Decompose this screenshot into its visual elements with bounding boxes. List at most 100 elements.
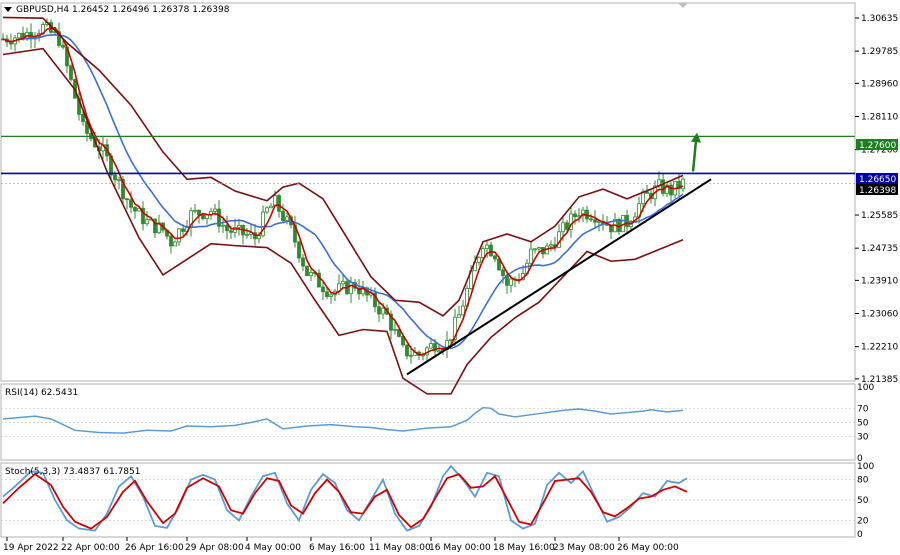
price-tick-label: 1.30635 [861, 14, 898, 24]
candle-body [457, 314, 461, 318]
price-tick-label: 1.21385 [861, 375, 898, 385]
candle-body [409, 354, 413, 357]
candle-body [265, 207, 269, 213]
candle-body [213, 208, 217, 212]
candle-body [321, 286, 325, 293]
candle-body [405, 344, 409, 357]
candle-body [221, 224, 225, 227]
stoch-d-line [2, 473, 688, 530]
time-tick-label: 11 May 08:00 [369, 543, 431, 553]
candle-body [373, 292, 377, 308]
candle-body [501, 269, 505, 277]
price-tick-label: 1.28960 [861, 79, 898, 89]
time-tick-label: 23 May 08:00 [553, 543, 615, 553]
ohlc-label: 1.26452 1.26496 1.26378 1.26398 [72, 5, 230, 15]
bollinger-band-line [2, 47, 684, 395]
candle-body [661, 179, 665, 194]
candle-body [325, 291, 329, 297]
candle-body [141, 207, 145, 225]
rsi-layer: 100 70 50 30 0 [1, 383, 874, 464]
candle-body [181, 228, 185, 232]
price-tick-label: 1.27260 [861, 146, 898, 156]
candle-body [133, 206, 137, 212]
candle-body [217, 208, 221, 227]
candle-body [129, 199, 133, 208]
candle-body [309, 272, 313, 276]
candle-body [537, 247, 541, 250]
candle-body [493, 255, 497, 260]
candle-body [245, 233, 249, 236]
price-tick-label: 1.29785 [861, 47, 898, 57]
candle-body [433, 343, 437, 352]
candle-body [341, 281, 345, 285]
candle-body [153, 218, 157, 234]
candle-body [461, 305, 465, 316]
resistance-tag-box [856, 139, 898, 150]
candle-body [677, 181, 681, 190]
candle-body [665, 184, 669, 194]
bid-tag-box [856, 184, 898, 195]
price-tick-label: 1.22210 [861, 343, 898, 353]
rsi-tick-label: 0 [857, 454, 863, 464]
rsi-panel-frame [0, 383, 856, 461]
bollinger-band-line [2, 16, 684, 317]
stoch-layer: 100 80 50 20 0 [1, 462, 874, 540]
trendline [406, 178, 712, 376]
resistance-tag-text: 1.27600 [859, 141, 896, 151]
candle-body [117, 179, 121, 181]
candle-body [113, 174, 117, 181]
candle-body [225, 224, 229, 232]
candle-body [329, 294, 333, 297]
candle-body [485, 244, 489, 250]
price-tick-label: 1.23060 [861, 310, 898, 320]
time-tick-label: 4 May 00:00 [245, 543, 301, 553]
time-tick-label: 26 May 00:00 [617, 543, 679, 553]
scroll-marker-icon[interactable] [678, 3, 688, 8]
time-tick-label: 22 Apr 00:00 [61, 543, 120, 553]
price-panel-frame [0, 2, 856, 382]
candle-body [237, 224, 241, 228]
price-tick-label: 1.24735 [861, 244, 898, 254]
candle-body [681, 178, 685, 190]
candle-body [449, 338, 453, 341]
candle-body [645, 191, 649, 194]
axis-layer: 1.30635 1.29785 1.28960 1.28110 1.27260 1.255… [3, 14, 898, 553]
candle-body [305, 265, 309, 276]
candle-body [69, 65, 73, 80]
candle-body [437, 350, 441, 353]
rsi-tick-label: 100 [857, 383, 874, 393]
candle-body [317, 272, 321, 288]
candle-body [549, 244, 553, 247]
price-layer [1, 16, 855, 395]
candle-body [509, 278, 513, 286]
candle-body [193, 209, 197, 212]
price-tick-label: 1.28110 [861, 113, 898, 123]
candle-body [489, 244, 493, 257]
chart-header: GBPUSD,H4 1.26452 1.26496 1.26378 1.2639… [4, 5, 230, 15]
candle-body [201, 214, 205, 219]
dropdown-triangle-icon[interactable] [4, 7, 12, 12]
candle-body [429, 343, 433, 349]
rsi-tick-label: 50 [857, 419, 869, 429]
candle-body [381, 307, 385, 315]
bid-tag-text: 1.26398 [859, 186, 896, 196]
rsi-line [2, 406, 684, 434]
candle-body [145, 219, 149, 225]
candle-body [233, 227, 237, 233]
candle-body [173, 241, 177, 247]
candle-body [17, 32, 21, 39]
candle-body [81, 113, 85, 122]
stoch-panel-frame [0, 462, 856, 538]
candle-body [357, 287, 361, 295]
price-tick-label: 1.23910 [861, 276, 898, 286]
bid-tag: 1.26398 [856, 184, 898, 196]
stoch-tick-label: 20 [857, 516, 869, 526]
time-tick-label: 29 Apr 08:00 [185, 543, 244, 553]
candle-body [349, 282, 353, 295]
candle-body [593, 219, 597, 223]
candle-body [229, 230, 233, 233]
candle-body [177, 228, 181, 243]
time-tick-label: 16 May 00:00 [429, 543, 491, 553]
stoch-tick-label: 100 [857, 462, 874, 472]
